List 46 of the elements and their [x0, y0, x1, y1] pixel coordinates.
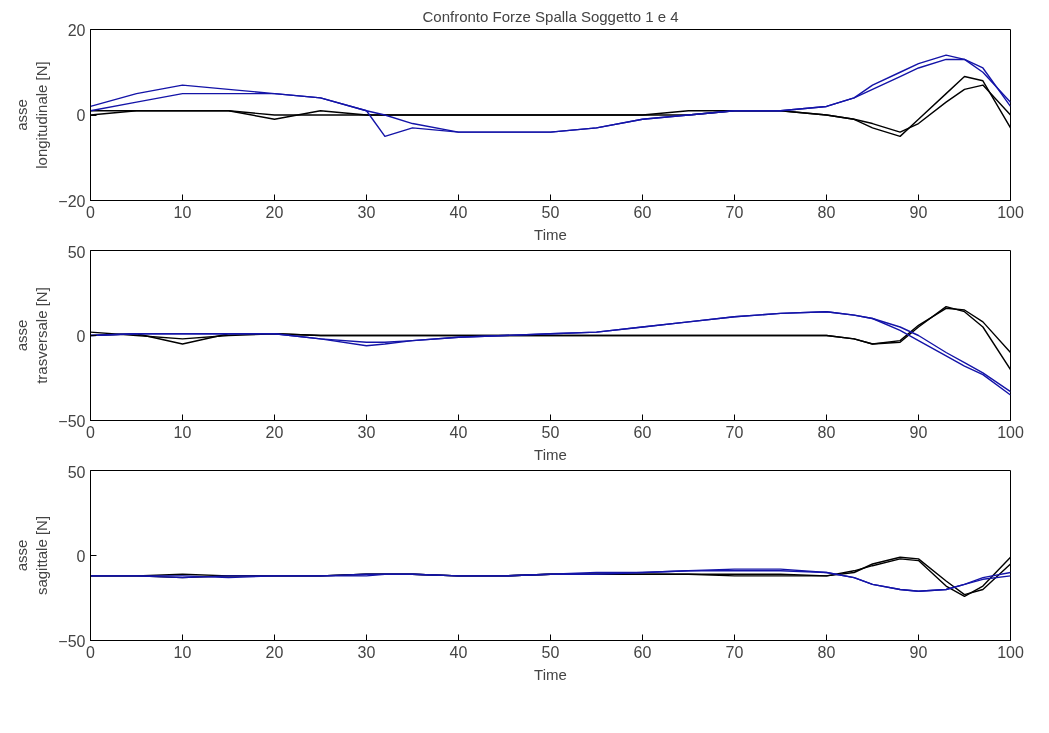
x-tick-label: 80: [817, 423, 836, 441]
x-tick-label: 80: [817, 203, 836, 221]
x-axis-title: Time: [534, 225, 567, 243]
x-tick-label: 40: [449, 643, 468, 661]
x-tick-label: 60: [633, 643, 652, 661]
x-axis-title: Time: [534, 445, 567, 463]
x-tick-label: 20: [265, 423, 284, 441]
y-tick-label: 0: [76, 327, 86, 345]
y-tick-label: −50: [58, 412, 86, 430]
x-tick-label: 50: [541, 423, 560, 441]
y-tick-label: 50: [67, 243, 86, 261]
x-tick-label: 100: [997, 423, 1024, 441]
y-tick-label: −50: [58, 632, 86, 650]
x-tick-label: 50: [541, 643, 560, 661]
x-tick-label: 70: [725, 203, 744, 221]
x-tick-label: 70: [725, 423, 744, 441]
y-axis-title: asse sagittale [N]: [12, 515, 51, 596]
y-tick-label: −20: [58, 192, 86, 210]
x-tick-label: 90: [909, 203, 928, 221]
x-tick-label: 60: [633, 203, 652, 221]
x-tick-label: 30: [357, 643, 376, 661]
x-tick-label: 10: [173, 423, 192, 441]
x-tick-label: 60: [633, 423, 652, 441]
x-axis-title: Time: [534, 665, 567, 683]
x-tick-label: 30: [357, 423, 376, 441]
x-tick-label: 10: [173, 203, 192, 221]
y-axis-title: asse trasversale [N]: [12, 287, 51, 384]
x-tick-label: 20: [265, 643, 284, 661]
x-tick-label: 40: [449, 423, 468, 441]
chart-title: Confronto Forze Spalla Soggetto 1 e 4: [422, 7, 679, 25]
x-tick-label: 50: [541, 203, 560, 221]
y-tick-label: 20: [67, 21, 86, 39]
x-tick-label: 100: [997, 643, 1024, 661]
x-tick-label: 100: [997, 203, 1024, 221]
x-tick-label: 10: [173, 643, 192, 661]
x-tick-label: 90: [909, 423, 928, 441]
x-tick-label: 80: [817, 643, 836, 661]
x-tick-label: 90: [909, 643, 928, 661]
x-tick-label: 40: [449, 203, 468, 221]
y-tick-label: 50: [67, 463, 86, 481]
x-tick-label: 30: [357, 203, 376, 221]
x-tick-label: 70: [725, 643, 744, 661]
y-tick-label: 0: [76, 547, 86, 565]
y-axis-title: asse longitudinale [N]: [12, 61, 51, 169]
y-tick-label: 0: [76, 107, 86, 124]
x-tick-label: 20: [265, 203, 284, 221]
